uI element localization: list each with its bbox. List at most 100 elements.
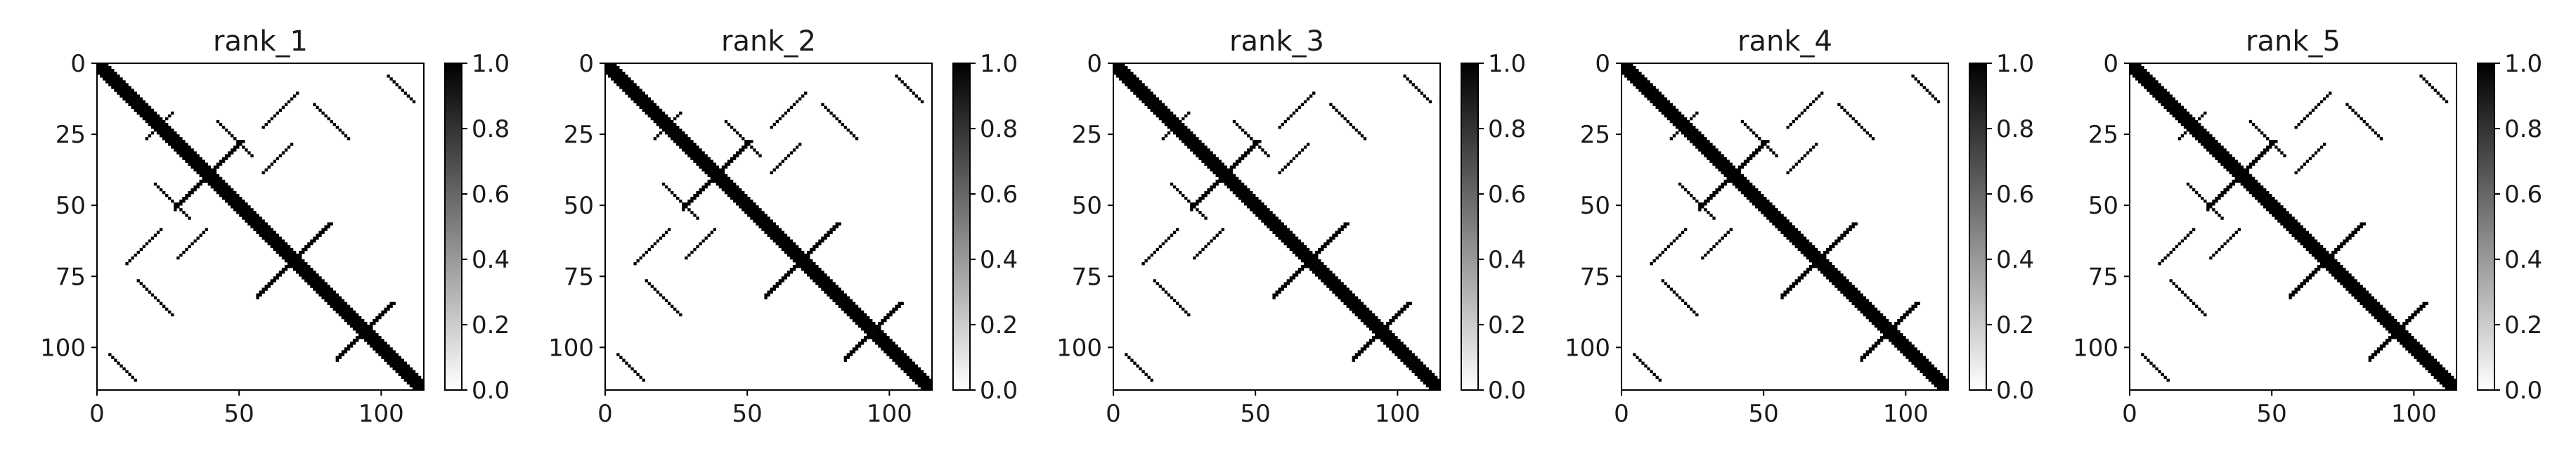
heatmap-cell [636, 94, 640, 98]
heatmap-cell [1718, 162, 1721, 166]
heatmap-cell [153, 129, 157, 132]
heatmap-cell [1323, 265, 1327, 268]
heatmap-cell [1428, 100, 1432, 103]
heatmap-cell [281, 268, 285, 271]
heatmap-cell [1811, 100, 1816, 103]
heatmap-cell [2331, 265, 2335, 268]
heatmap-cell [884, 347, 887, 351]
heatmap-cell [253, 225, 257, 228]
heatmap-cell [846, 299, 850, 302]
heatmap-cell [1743, 179, 1747, 183]
heatmap-cell [1428, 378, 1432, 382]
heatmap-cell [418, 381, 422, 385]
heatmap-cell [2248, 174, 2253, 178]
heatmap-cell [1255, 214, 1259, 217]
heatmap-cell [1743, 176, 1747, 181]
heatmap-cell [1352, 310, 1355, 314]
heatmap-cell [2391, 321, 2395, 325]
heatmap-cell [2368, 307, 2371, 311]
heatmap-cell [1783, 219, 1787, 223]
heatmap-cell [625, 89, 628, 92]
heatmap-cell [1704, 154, 1707, 157]
heatmap-cell [801, 259, 805, 263]
heatmap-cell [332, 296, 336, 299]
heatmap-cell [1321, 268, 1324, 271]
heatmap-cell [1204, 194, 1208, 197]
heatmap-cell [395, 367, 399, 370]
heatmap-cell [296, 268, 299, 271]
heatmap-cell [1877, 327, 1881, 331]
heatmap-cell [159, 188, 163, 192]
heatmap-cell [1879, 325, 1884, 328]
heatmap-cell [1161, 111, 1165, 115]
heatmap-cell [1158, 103, 1163, 106]
heatmap-cell [179, 148, 183, 152]
heatmap-cell [878, 333, 881, 337]
heatmap-cell [1883, 325, 1886, 328]
heatmap-cell [1934, 375, 1938, 379]
heatmap-cell [1357, 304, 1361, 309]
heatmap-cell [1746, 182, 1750, 186]
heatmap-cell [704, 182, 708, 186]
heatmap-cell [653, 114, 657, 118]
heatmap-cell [1797, 230, 1801, 234]
heatmap-cell [307, 268, 311, 271]
heatmap-cell [122, 97, 126, 100]
heatmap-cell [736, 151, 739, 155]
heatmap-cell [869, 325, 873, 328]
heatmap-cell [647, 114, 651, 118]
heatmap-cell [1335, 233, 1338, 237]
heatmap-cell [900, 353, 904, 356]
heatmap-cell [1125, 83, 1128, 86]
heatmap-cell [813, 247, 816, 252]
heatmap-cell [1655, 89, 1659, 92]
panel-title: rank_2 [721, 25, 816, 58]
heatmap-cell [401, 89, 404, 92]
heatmap-cell [412, 381, 416, 385]
heatmap-cell [276, 242, 280, 246]
heatmap-cell [259, 225, 262, 228]
heatmap-cell [1863, 296, 1867, 299]
heatmap-cell [1261, 216, 1264, 220]
heatmap-cell [1375, 325, 1378, 328]
heatmap-cell [1258, 211, 1262, 214]
heatmap-cell [1829, 247, 1832, 252]
heatmap-cell [753, 148, 756, 152]
heatmap-cell [1775, 208, 1778, 212]
heatmap-cell [1394, 347, 1398, 351]
heatmap-cell [1133, 74, 1137, 78]
heatmap-cell [1701, 145, 1704, 149]
heatmap-cell [1212, 182, 1216, 186]
heatmap-cell [1125, 66, 1128, 70]
heatmap-cell [352, 339, 356, 342]
heatmap-cell [1144, 91, 1148, 95]
heatmap-cell [1329, 239, 1333, 243]
heatmap-cell [1323, 273, 1327, 277]
heatmap-cell [1726, 230, 1730, 234]
heatmap-cell [2254, 197, 2258, 200]
heatmap-cell [290, 247, 294, 252]
heatmap-cell [1250, 197, 1253, 200]
heatmap-cell [920, 375, 924, 379]
heatmap-cell [1732, 182, 1736, 186]
heatmap-cell [185, 148, 188, 152]
heatmap-cell [1823, 265, 1827, 268]
heatmap-cell [182, 151, 186, 155]
heatmap-cell [313, 273, 316, 277]
heatmap-cell [1721, 236, 1724, 240]
heatmap-cell [1371, 325, 1376, 328]
heatmap-cell [1218, 176, 1222, 181]
heatmap-cell [781, 114, 785, 118]
heatmap-cell [2289, 225, 2292, 228]
heatmap-cell [1709, 151, 1713, 155]
heatmap-cell [2308, 250, 2312, 254]
heatmap-cell [690, 140, 694, 143]
heatmap-cell [1125, 72, 1128, 75]
heatmap-cell [412, 387, 416, 391]
heatmap-cell [696, 151, 699, 155]
heatmap-cell [1218, 168, 1222, 171]
heatmap-cell [2283, 214, 2286, 217]
heatmap-cell [1766, 211, 1770, 214]
heatmap-cell [1849, 114, 1852, 118]
heatmap-cell [1363, 316, 1367, 320]
